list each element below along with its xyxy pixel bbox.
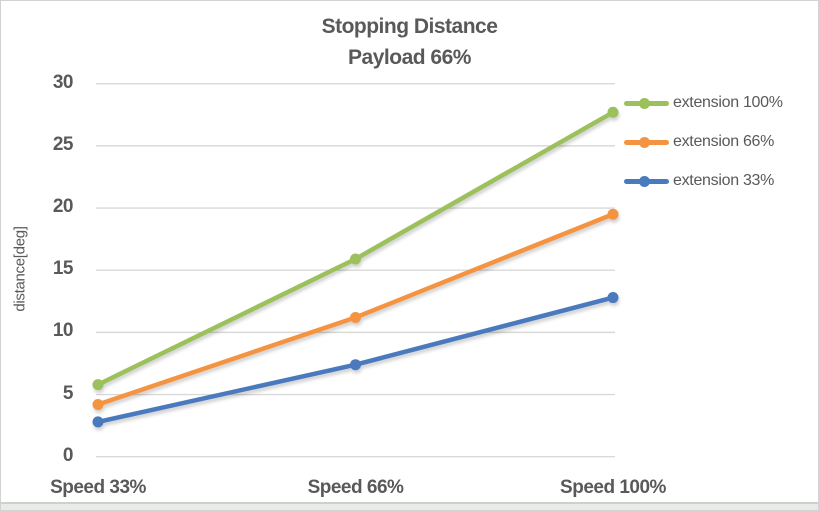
- data-point-marker: [350, 253, 361, 265]
- y-tick-label-30: 30: [52, 71, 74, 93]
- x-tick-label-2: Speed 66%: [307, 477, 404, 498]
- y-tick-label-20: 20: [52, 196, 74, 218]
- series-extension-66: [92, 208, 619, 410]
- legend-marker-icon: [624, 171, 669, 191]
- legend-label: extension 66%: [673, 133, 775, 150]
- series-extension-33: [92, 292, 619, 428]
- y-tick-label-10: 10: [52, 320, 74, 342]
- legend-label: extension 100%: [673, 94, 783, 111]
- data-point-marker: [92, 416, 104, 428]
- y-tick-label-5: 5: [62, 382, 74, 404]
- data-point-marker: [92, 379, 104, 391]
- legend-item: extension 66%: [624, 132, 774, 152]
- bottom-edge: [1, 502, 818, 510]
- y-tick-label-0: 0: [62, 444, 74, 466]
- data-point-marker: [607, 106, 619, 118]
- legend-label: extension 33%: [673, 172, 775, 189]
- series-extension-100: [92, 106, 619, 391]
- chart-title-line1: Stopping Distance: [321, 15, 498, 38]
- data-point-marker: [607, 292, 619, 304]
- legend-marker-icon: [624, 93, 669, 113]
- legend-item: extension 100%: [624, 93, 783, 113]
- data-point-marker: [92, 398, 104, 410]
- chart-title: Stopping Distance Payload 66%: [1, 11, 818, 73]
- chart-title-line2: Payload 66%: [348, 46, 471, 69]
- y-tick-label-25: 25: [52, 133, 74, 155]
- data-point-marker: [350, 359, 361, 371]
- x-tick-label-1: Speed 33%: [50, 477, 146, 498]
- data-point-marker: [607, 208, 619, 220]
- data-point-marker: [350, 311, 361, 323]
- x-tick-label-3: Speed 100%: [560, 477, 666, 498]
- legend-marker-icon: [624, 132, 669, 152]
- legend-item: extension 33%: [624, 171, 774, 191]
- y-tick-label-15: 15: [52, 258, 74, 280]
